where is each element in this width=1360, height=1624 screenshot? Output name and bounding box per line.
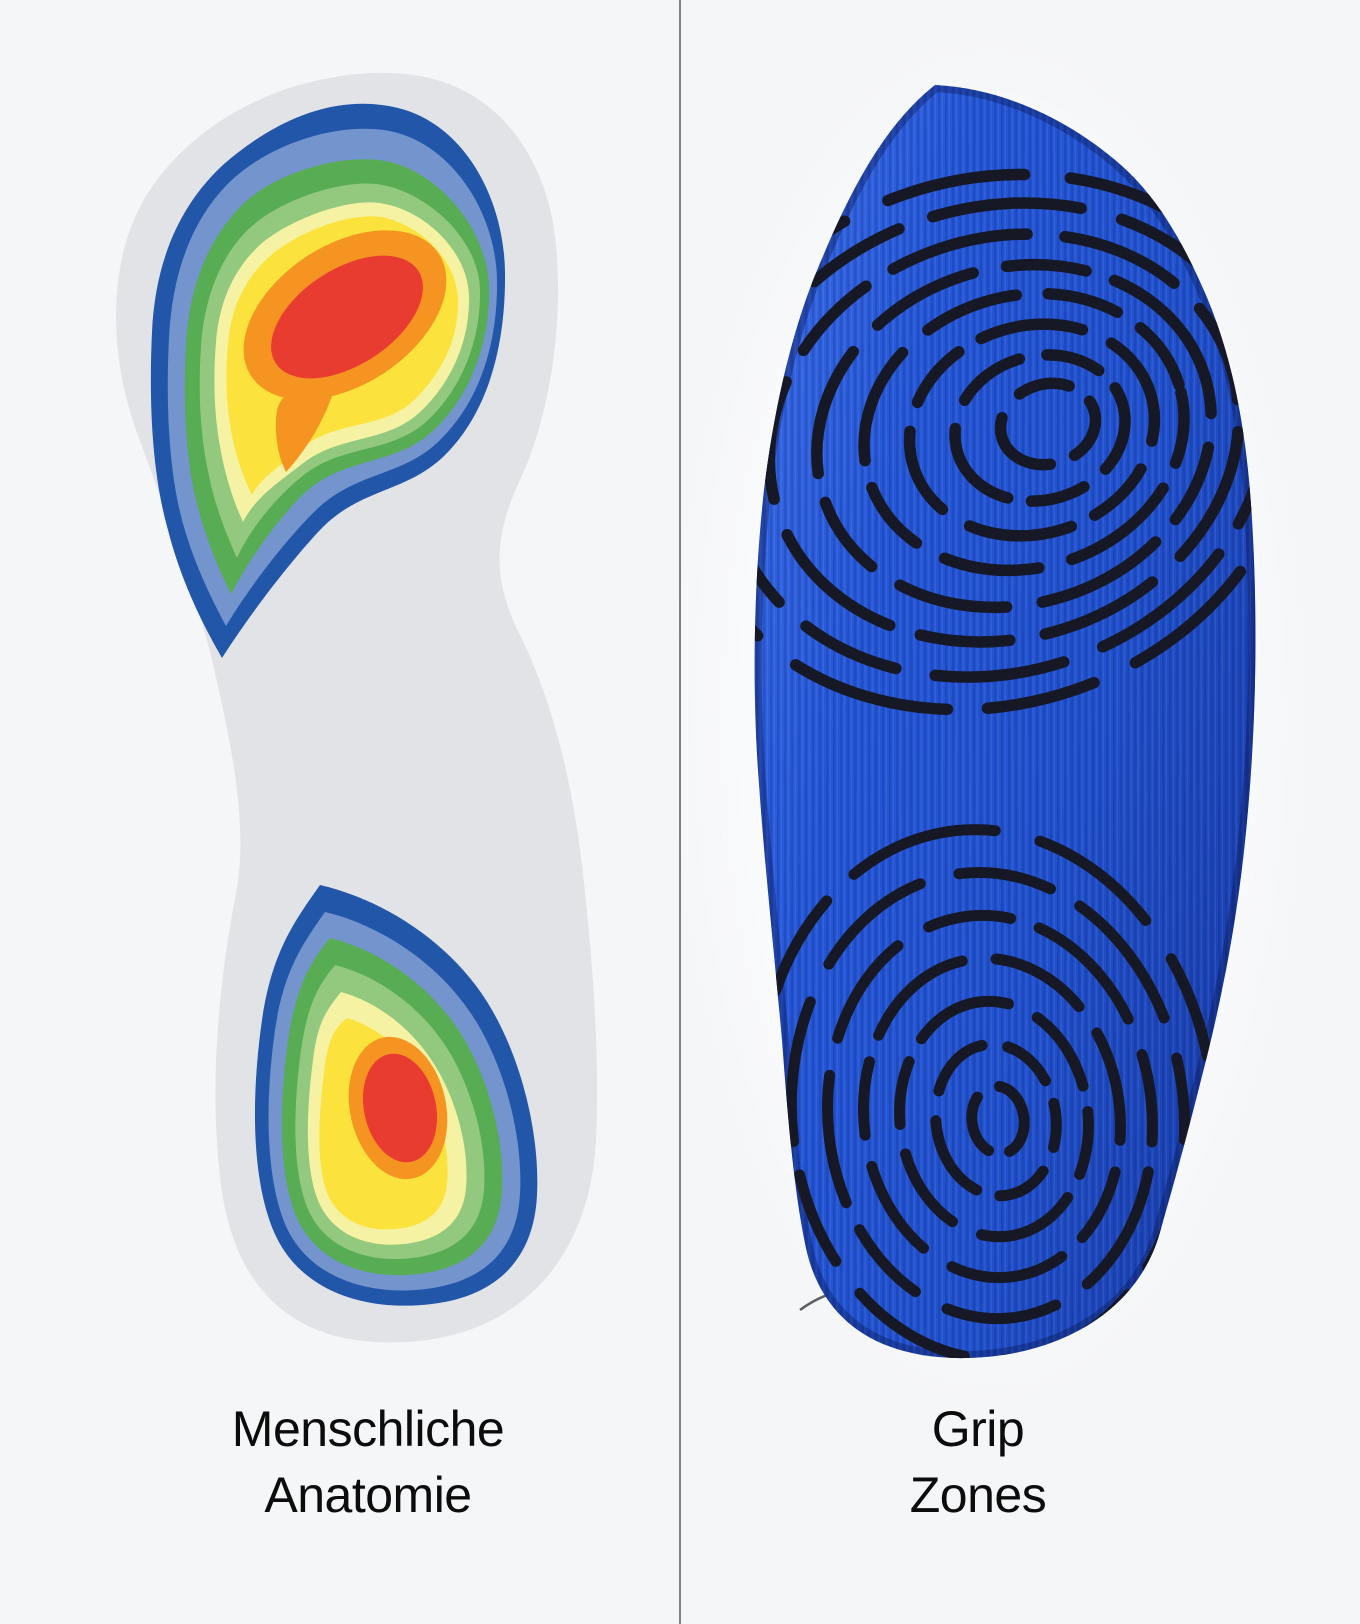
heel-heat-zone xyxy=(254,885,538,1306)
caption-line: Menschliche xyxy=(231,1401,505,1457)
pressure-heatmap-figure xyxy=(116,72,598,1343)
forefoot-heat-zone xyxy=(150,103,506,659)
caption-line: Zones xyxy=(909,1467,1047,1523)
caption-human-anatomy: Menschliche Anatomie xyxy=(231,1396,505,1528)
panel-human-anatomy xyxy=(0,0,679,1624)
caption-line: Grip xyxy=(931,1401,1025,1457)
panel-divider xyxy=(679,0,681,1624)
caption-line: Anatomie xyxy=(264,1467,472,1523)
grip-sock-figure xyxy=(754,85,1256,1359)
heat-band-8-peak xyxy=(362,1053,438,1163)
caption-grip-zones: Grip Zones xyxy=(909,1396,1047,1528)
heat-band-7-tail xyxy=(275,387,332,472)
sock-knit-texture xyxy=(754,85,1256,1359)
panel-grip-sock xyxy=(681,0,1360,1624)
heat-band-8-peak xyxy=(271,255,423,379)
